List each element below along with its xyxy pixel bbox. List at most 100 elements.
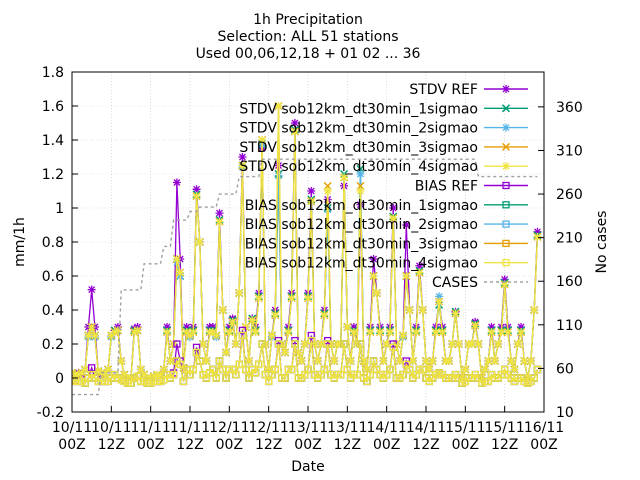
series-stdv-sob12km-dt30min-4sigmao-point: [120, 370, 129, 379]
legend-bias-sob12km-dt30min-4sigmao-label: BIAS sob12km_dt30min_4sigmao: [245, 256, 478, 272]
series-stdv-sob12km-dt30min-4sigmao-point: [189, 328, 198, 337]
series-stdv-sob12km-dt30min-4sigmao-point: [399, 331, 408, 340]
legend-bias-ref-point: [502, 181, 510, 190]
series-stdv-sob12km-dt30min-4sigmao-point: [104, 365, 113, 374]
series-bias-sob12km-dt30min-4sigmao-point: [363, 377, 371, 386]
series-bias-sob12km-dt30min-3sigmao-point: [533, 365, 542, 374]
series-stdv-sob12km-dt30min-4sigmao-point: [304, 294, 312, 303]
y2-axis-ticks: 10 60 110 160 210 260 310 360: [538, 100, 583, 421]
series-stdv-sob12km-dt30min-4sigmao-point: [418, 306, 427, 314]
chart-subtitle-line-2: Used 00,06,12,18 + 01 02 ... 36: [196, 46, 421, 62]
series-stdv-ref-point: [215, 209, 224, 218]
legend-bias-sob12km-dt30min-3sigmao-point: [502, 239, 510, 248]
series-stdv-sob12km-dt30min-4sigmao-point: [110, 328, 119, 337]
series-stdv-sob12km-dt30min-4sigmao-point: [284, 328, 293, 337]
series-stdv-sob12km-dt30min-4sigmao-point: [238, 161, 247, 170]
series-stdv-ref-point: [225, 323, 234, 331]
x-tick-label-hour: 12Z: [334, 437, 361, 453]
y-tick-label: 1.6: [42, 99, 64, 115]
series-stdv-sob12km-dt30min-4sigmao-point: [467, 340, 476, 348]
series-bias-sob12km-dt30min-4sigmao-point: [281, 374, 289, 382]
series-bias-sob12km-dt30min-4sigmao-point: [258, 340, 266, 348]
series-stdv-sob12km-dt30min-4sigmao-point: [494, 340, 503, 348]
series-stdv-ref-point: [307, 187, 316, 195]
legend-bias-sob12km-dt30min-2sigmao-label: BIAS sob12km_dt30min_2sigmao: [245, 217, 478, 233]
series-stdv-sob12km-dt30min-4sigmao-point: [363, 365, 371, 374]
x-tick-label-date: 10/11: [52, 420, 92, 436]
series-stdv-sob12km-dt30min-4sigmao-point: [484, 357, 493, 365]
series-bias-sob12km-dt30min-4sigmao-point: [337, 370, 345, 379]
series-stdv-ref-point: [533, 227, 542, 236]
x-tick-label-date: 13/11: [327, 420, 367, 436]
legend-stdv-sob12km-dt30min-1sigmao-point: [501, 104, 511, 113]
series-stdv-sob12km-dt30min-4sigmao-point: [267, 331, 276, 340]
series-stdv-sob12km-dt30min-4sigmao-point: [218, 306, 227, 314]
series-stdv-sob12km-dt30min-2sigmao-point: [435, 292, 444, 301]
chart-subtitle-line-1: Selection: ALL 51 stations: [217, 29, 398, 45]
series-stdv-sob12km-dt30min-4sigmao-point: [133, 326, 142, 335]
y-tick-label: 1: [55, 201, 64, 217]
series-stdv-ref-point: [415, 261, 424, 270]
series-stdv-sob12km-dt30min-4sigmao-point: [149, 372, 158, 381]
x-tick-label-date: 11/11: [130, 420, 170, 436]
series-stdv-ref-point: [192, 185, 201, 194]
series-stdv-sob12km-dt30min-4sigmao-point: [235, 289, 244, 297]
series-stdv-ref-point: [274, 161, 283, 170]
series-stdv-sob12km-dt30min-4sigmao-point: [212, 331, 221, 340]
series-stdv-sob12km-dt30min-4sigmao-point: [186, 331, 194, 340]
series-stdv-sob12km-dt30min-4sigmao-point: [366, 328, 375, 337]
y-axis-ticks: -0.2 0 0.2 0.4 0.6 0.8 1 1.2 1.4 1.6 1.8: [37, 65, 78, 421]
series-stdv-sob12km-dt30min-4sigmao-point: [513, 340, 522, 348]
series-stdv-sob12km-dt30min-4sigmao-point: [176, 268, 185, 277]
series-bias-sob12km-dt30min-4sigmao-point: [320, 365, 329, 374]
series-stdv-sob12km-dt30min-4sigmao-point: [474, 340, 483, 348]
series-bias-ref-point: [307, 331, 315, 340]
series-stdv-sob12km-dt30min-4sigmao-point: [530, 306, 539, 314]
series-stdv-sob12km-dt30min-4sigmao-point: [372, 289, 381, 297]
series-stdv-sob12km-dt30min-4sigmao-point: [195, 238, 204, 246]
series-stdv-ref-point: [500, 275, 509, 284]
series-stdv-sob12km-dt30min-4sigmao-point: [481, 365, 489, 374]
series-bias-sob12km-dt30min-4sigmao-point: [324, 340, 332, 348]
series-layer: [72, 101, 542, 396]
series-stdv-ref-point: [290, 119, 299, 127]
series-stdv-sob12km-dt30min-4sigmao-point: [356, 187, 365, 195]
series-bias-sob12km-dt30min-4sigmao: [72, 331, 542, 387]
series-stdv-sob12km-dt30min-4sigmao-point: [81, 365, 90, 374]
legend-bias-sob12km-dt30min-3sigmao-label: BIAS sob12km_dt30min_3sigmao: [245, 236, 478, 252]
series-stdv-sob12km-dt30min-4sigmao-point: [487, 328, 496, 337]
y2-tick-label: 360: [556, 100, 583, 116]
series-stdv-sob12km-dt30min-4sigmao-point: [271, 311, 280, 320]
series-stdv-sob12km-dt30min-4sigmao-point: [526, 357, 535, 365]
y-tick-label: 0.8: [42, 235, 64, 251]
legend-stdv-ref-point: [502, 85, 510, 93]
series-stdv-sob12km-dt30min-4sigmao-point: [281, 348, 290, 357]
series-stdv-sob12km-dt30min-4sigmao-point: [248, 316, 257, 325]
series-stdv-sob12km-dt30min-4sigmao-point: [471, 321, 480, 330]
series-stdv-sob12km-dt30min-4sigmao-point: [172, 255, 181, 263]
x-tick-label-hour: 12Z: [491, 437, 518, 453]
x-tick-label-date: 14/11: [406, 420, 446, 436]
series-stdv-sob12km-dt30min-4sigmao-point: [159, 365, 168, 374]
legend-stdv-sob12km-dt30min-3sigmao-point: [501, 142, 511, 151]
y-axis-label: mm/1h: [12, 217, 28, 267]
y-tick-label: 0.2: [42, 337, 64, 353]
series-stdv-sob12km-dt30min-4sigmao-point: [412, 328, 421, 337]
series-bias-sob12km-dt30min-4sigmao-point: [389, 343, 397, 352]
series-stdv-sob12km-dt30min-4sigmao-point: [503, 328, 512, 337]
y2-tick-label: 210: [556, 231, 583, 247]
x-tick-label-date: 12/11: [209, 420, 249, 436]
series-stdv-ref-point: [349, 323, 358, 331]
series-stdv-sob12km-dt30min-4sigmao-point: [117, 357, 126, 365]
legend-cases-label: CASES: [432, 275, 478, 291]
series-stdv-sob12km-dt30min-2sigmao-point: [274, 171, 283, 180]
legend-bias-sob12km-dt30min-4sigmao-point: [502, 259, 510, 267]
legend-stdv-ref: STDV REF: [409, 82, 528, 98]
series-cases: [72, 158, 538, 396]
series-stdv-sob12km-dt30min-4sigmao-point: [90, 331, 99, 340]
series-bias-sob12km-dt30min-4sigmao-point: [287, 365, 296, 374]
legend-bias-ref-label: BIAS REF: [415, 179, 478, 195]
series-stdv-ref-point: [402, 221, 411, 229]
series-stdv-sob12km-dt30min-4sigmao-point: [254, 294, 263, 303]
series-bias-sob12km-dt30min-4sigmao-point: [304, 365, 312, 374]
